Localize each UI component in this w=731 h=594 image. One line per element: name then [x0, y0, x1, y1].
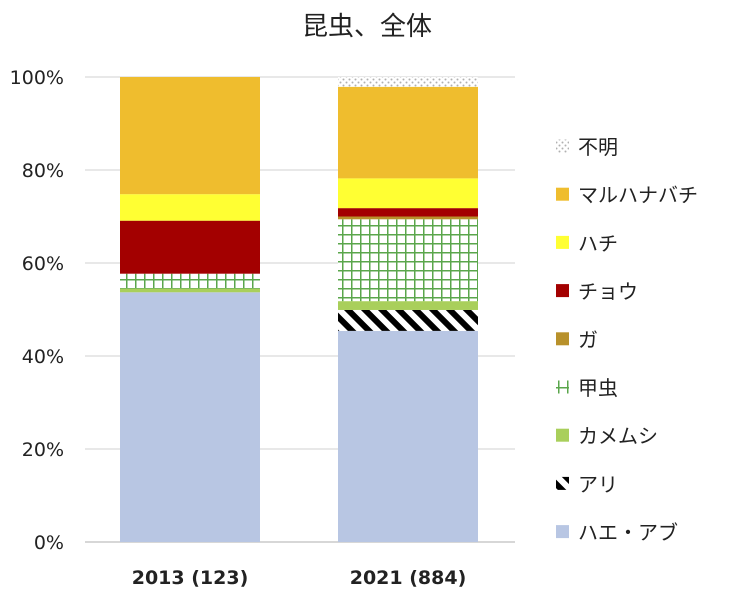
y-tick-label: 0%: [34, 532, 64, 554]
y-tick-label: 40%: [22, 346, 64, 368]
bar-segment: [120, 194, 260, 221]
bar-segment: [120, 288, 260, 293]
bar-segment: [338, 309, 478, 331]
bar-segment: [338, 86, 478, 179]
legend-swatch: [556, 139, 569, 153]
legend-label: アリ: [578, 472, 618, 496]
bar-segment: [120, 292, 260, 542]
bar-segment: [338, 216, 478, 220]
legend-label: カメムシ: [578, 424, 658, 448]
chart-title: 昆虫、全体: [302, 12, 432, 42]
legend-label: 甲虫: [578, 376, 618, 400]
legend-swatch: [556, 476, 569, 490]
bar-segment: [120, 220, 260, 274]
legend-swatch: [556, 332, 569, 346]
legend-swatch: [556, 235, 569, 249]
y-tick-label: 80%: [22, 160, 64, 182]
bar-segment: [338, 219, 478, 302]
legend-label: ハエ・アブ: [578, 521, 678, 545]
bar-segment: [338, 301, 478, 310]
bar-segment: [338, 330, 478, 542]
legend-swatch: [556, 380, 569, 394]
legend-label: ハチ: [578, 231, 618, 255]
x-axis-categories: 2013 (123) 2021 (884): [132, 567, 467, 589]
legend-swatch: [556, 428, 569, 442]
bar-stacks: [120, 77, 478, 542]
legend-swatch: [556, 284, 569, 298]
y-tick-label: 100%: [10, 67, 64, 89]
legend-label: チョウ: [578, 280, 638, 304]
legend-label: 不明: [578, 135, 618, 159]
legend-label: マルハナバチ: [578, 183, 698, 207]
bar-segment: [338, 77, 478, 87]
y-tick-label: 20%: [22, 439, 64, 461]
bar-segment: [338, 178, 478, 209]
legend-swatch: [556, 187, 569, 201]
x-category-label: 2013 (123): [132, 567, 249, 589]
y-tick-label: 60%: [22, 253, 64, 275]
bar-segment: [120, 273, 260, 289]
y-axis-ticks: 0% 20% 40% 60% 80% 100%: [10, 67, 64, 554]
bar-segment: [338, 208, 478, 217]
bar-segment: [120, 77, 260, 195]
x-category-label: 2021 (884): [350, 567, 467, 589]
legend-label: ガ: [578, 328, 598, 352]
legend-swatch: [556, 525, 569, 539]
